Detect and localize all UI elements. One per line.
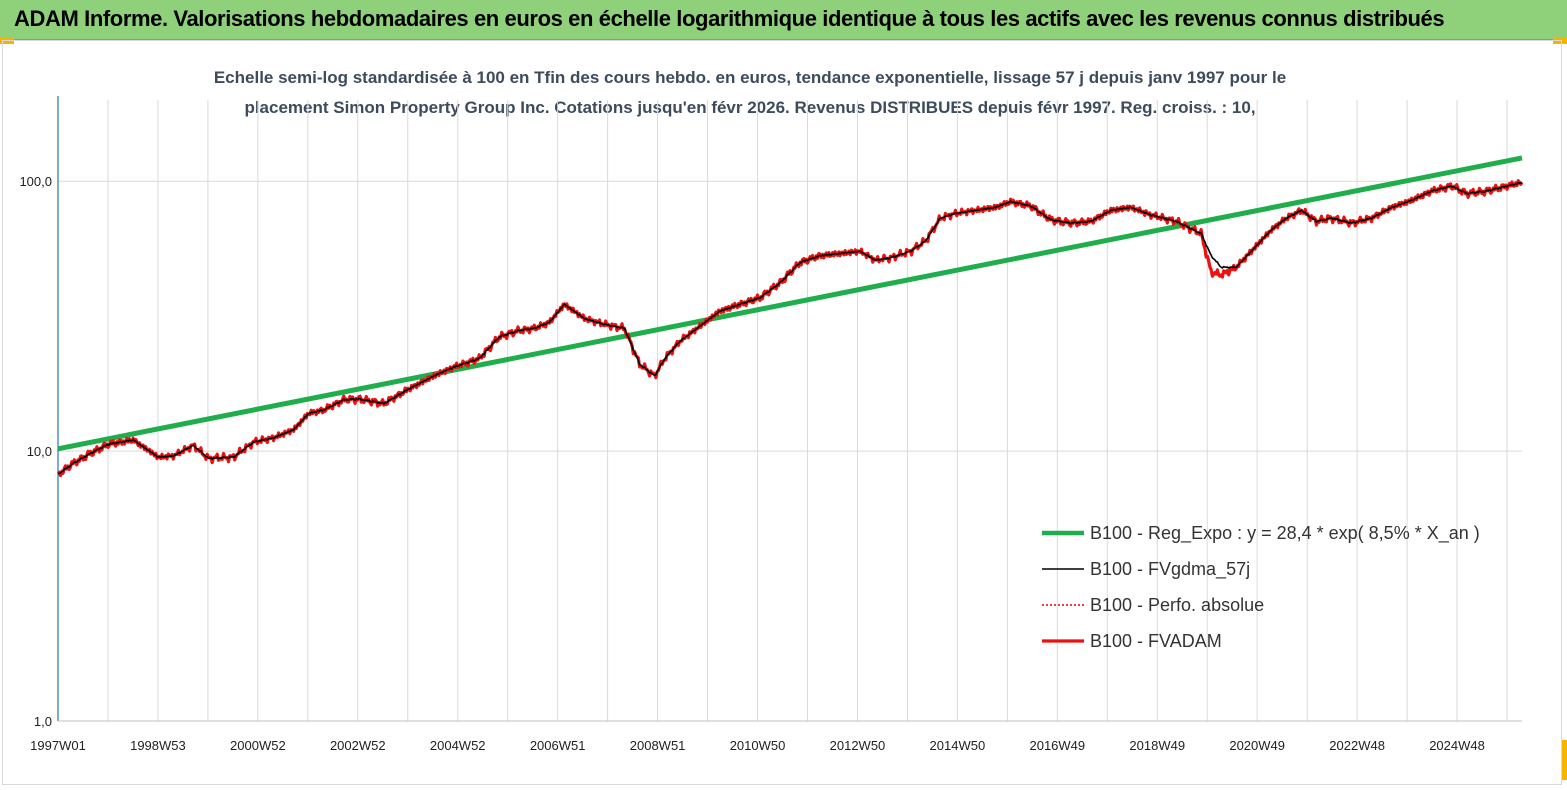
header-bar: ADAM Informe. Valorisations hebdomadaire… xyxy=(0,0,1567,40)
legend-label-1: B100 - Reg_Expo : y = 28,4 * exp( 8,5% *… xyxy=(1090,523,1480,544)
x-tick-label: 2018W49 xyxy=(1129,738,1185,753)
grid-layer xyxy=(57,100,1522,722)
corner-accent-top-right xyxy=(1553,38,1567,44)
chart-frame xyxy=(2,40,1562,785)
corner-accent-top-left xyxy=(0,38,14,44)
x-tick-label: 2004W52 xyxy=(430,738,486,753)
x-tick-label: 1998W53 xyxy=(130,738,186,753)
x-tick-label: 2022W48 xyxy=(1329,738,1385,753)
chart-title-line-1: Echelle semi-log standardisée à 100 en T… xyxy=(213,68,1287,87)
x-tick-label: 2000W52 xyxy=(230,738,286,753)
legend-label-2: B100 - FVgdma_57j xyxy=(1090,559,1250,580)
legend-label-4: B100 - FVADAM xyxy=(1090,631,1222,651)
x-tick-label: 2010W50 xyxy=(730,738,786,753)
x-tick-label: 2020W49 xyxy=(1229,738,1285,753)
legend: B100 - Reg_Expo : y = 28,4 * exp( 8,5% *… xyxy=(1042,523,1480,651)
y-tick-label: 100,0 xyxy=(19,174,52,189)
page-title: ADAM Informe. Valorisations hebdomadaire… xyxy=(14,6,1445,31)
x-tick-label: 2006W51 xyxy=(530,738,586,753)
series-line-4 xyxy=(56,179,1524,478)
series-line-2 xyxy=(57,181,1523,475)
x-tick-label: 2024W48 xyxy=(1429,738,1485,753)
y-tick-label: 10,0 xyxy=(27,444,52,459)
series-line-1 xyxy=(57,155,1523,452)
legend-label-3: B100 - Perfo. absolue xyxy=(1090,595,1264,615)
corner-accent-bottom-right xyxy=(1561,740,1567,780)
series-layer xyxy=(56,155,1524,478)
chart-title-line-2: placement Simon Property Group Inc. Cota… xyxy=(244,98,1256,117)
x-tick-label: 1997W01 xyxy=(30,738,86,753)
x-tick-label: 2014W50 xyxy=(930,738,986,753)
x-tick-label: 2016W49 xyxy=(1029,738,1085,753)
x-tick-label: 2012W50 xyxy=(830,738,886,753)
y-tick-label: 1,0 xyxy=(34,714,52,729)
axis-layer: 1,0 10,0 100,0 1997W01 1998W53 2000W52 2002W52… xyxy=(19,96,1522,753)
x-tick-label: 2002W52 xyxy=(330,738,386,753)
x-tick-label: 2008W51 xyxy=(630,738,686,753)
